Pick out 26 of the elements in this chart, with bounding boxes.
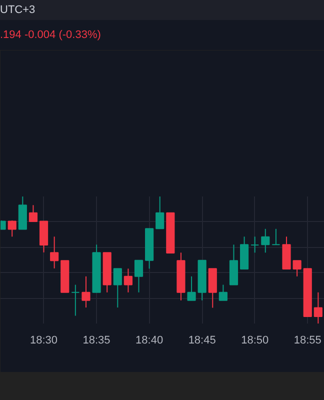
x-tick-label: 18:55 <box>294 334 322 346</box>
candlestick <box>292 260 302 277</box>
candlestick <box>50 236 59 269</box>
candlestick <box>124 268 132 293</box>
candlestick <box>82 276 90 308</box>
text: .194 -0.004 (-0.33%) <box>0 28 101 43</box>
candlestick <box>156 196 164 230</box>
candlestick <box>261 228 270 254</box>
candlestick <box>272 228 280 246</box>
candlestick <box>8 220 16 238</box>
candlestick <box>71 284 80 316</box>
x-tick-label: 18:45 <box>188 334 216 346</box>
x-tick-label: 18:50 <box>241 334 269 346</box>
candlestick <box>39 220 48 253</box>
candlestick <box>113 268 122 308</box>
x-tick-label: 18:35 <box>82 334 110 346</box>
candlestick <box>28 204 38 222</box>
candlestick <box>250 236 260 254</box>
text: UTC+3 <box>0 3 36 18</box>
candlestick <box>218 284 228 301</box>
candlestick <box>187 276 196 301</box>
candlestick <box>134 260 144 293</box>
x-tick-label: 18:30 <box>30 334 58 346</box>
candlestick <box>208 268 217 308</box>
candlestick <box>314 292 322 324</box>
x-tick-label: 18:40 <box>136 334 164 346</box>
